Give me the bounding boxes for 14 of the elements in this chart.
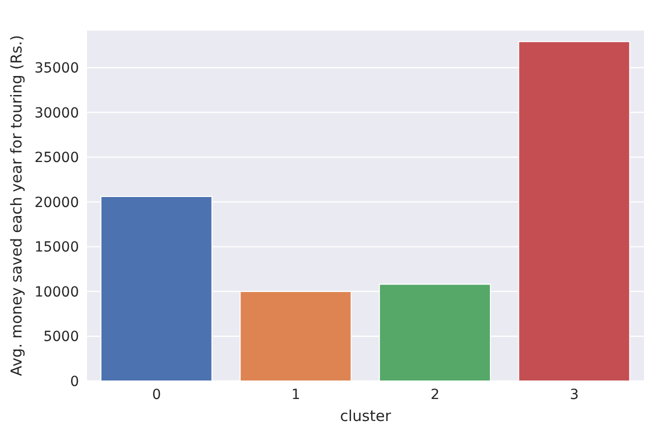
- y-tick-label: 20000: [34, 194, 79, 211]
- x-tick-label: 1: [291, 386, 300, 403]
- y-tick-label: 0: [70, 374, 79, 390]
- y-axis-title: Avg. money saved each year for touring (Rs.): [7, 35, 26, 376]
- x-tick-label: 0: [152, 386, 162, 403]
- y-tick-label: 35000: [34, 60, 79, 77]
- y-tick-label: 30000: [34, 105, 79, 122]
- y-tick-label: 10000: [34, 284, 79, 300]
- x-tick-label: 3: [570, 386, 579, 403]
- y-tick-label: 15000: [34, 240, 79, 256]
- x-axis-title: cluster: [340, 407, 392, 425]
- y-tick-label: 25000: [34, 150, 79, 166]
- y-tick-label: 5000: [43, 329, 79, 346]
- x-tick-label: 2: [430, 386, 440, 403]
